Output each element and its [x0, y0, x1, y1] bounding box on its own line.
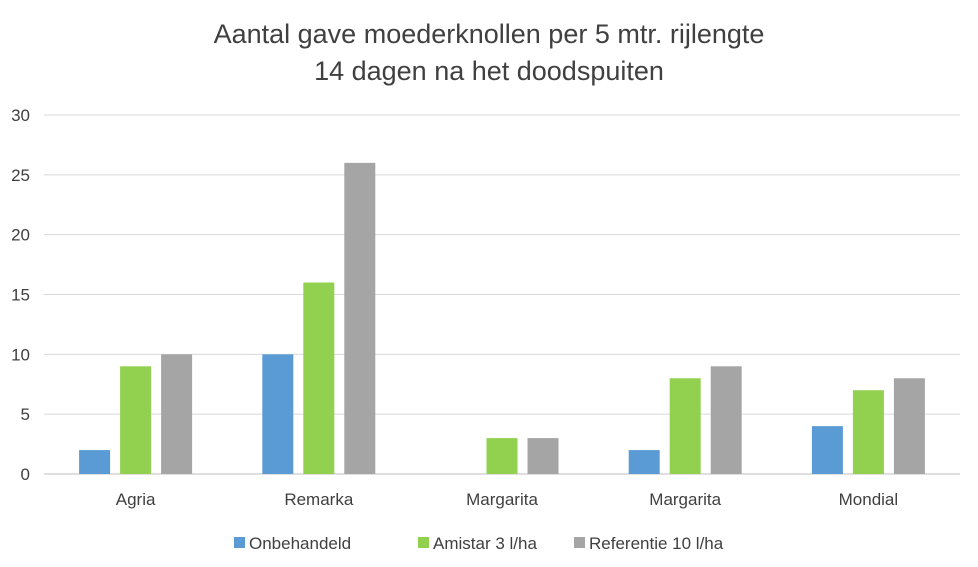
bar-onbehandeld-3 — [628, 450, 660, 474]
x-axis-category-labels: Agria Remarka Margarita Margarita Mondial — [116, 490, 898, 509]
y-tick-label: 30 — [11, 106, 30, 125]
bar-referentie-10-l-ha-4 — [893, 378, 925, 474]
chart-title-line-2: 14 dagen na het doodspuiten — [314, 56, 664, 86]
bar-amistar-3-l-ha-0 — [120, 366, 152, 474]
legend-swatch — [234, 537, 245, 548]
y-axis-tick-labels: 0 5 10 15 20 25 30 — [11, 106, 30, 484]
bar-amistar-3-l-ha-3 — [669, 378, 701, 474]
bar-referentie-10-l-ha-0 — [161, 354, 193, 474]
y-tick-label: 0 — [21, 465, 30, 484]
bar-referentie-10-l-ha-3 — [710, 366, 742, 474]
x-category-label: Agria — [116, 490, 156, 509]
bar-amistar-3-l-ha-2 — [486, 438, 518, 474]
x-category-label: Mondial — [839, 490, 899, 509]
y-tick-label: 10 — [11, 345, 30, 364]
gridlines — [44, 114, 960, 475]
bar-amistar-3-l-ha-4 — [852, 390, 884, 474]
y-tick-label: 25 — [11, 166, 30, 185]
bar-referentie-10-l-ha-1 — [344, 162, 376, 474]
legend-label: Onbehandeld — [249, 534, 351, 553]
bar-onbehandeld-4 — [811, 426, 843, 474]
legend: Onbehandeld Amistar 3 l/ha Referentie 10 l… — [234, 534, 724, 553]
legend-swatch — [574, 537, 585, 548]
bar-amistar-3-l-ha-1 — [303, 282, 335, 474]
bar-onbehandeld-0 — [79, 450, 111, 474]
y-tick-label: 5 — [21, 405, 30, 424]
bar-onbehandeld-1 — [262, 354, 294, 474]
chart-title: Aantal gave moederknollen per 5 mtr. rij… — [214, 19, 765, 86]
bars — [79, 162, 925, 474]
bar-referentie-10-l-ha-2 — [527, 438, 559, 474]
legend-label: Referentie 10 l/ha — [589, 534, 724, 553]
y-tick-label: 15 — [11, 286, 30, 305]
legend-swatch — [418, 537, 429, 548]
y-tick-label: 20 — [11, 226, 30, 245]
legend-label: Amistar 3 l/ha — [433, 534, 537, 553]
chart-title-line-1: Aantal gave moederknollen per 5 mtr. rij… — [214, 19, 765, 49]
x-category-label: Margarita — [466, 490, 538, 509]
x-category-label: Margarita — [649, 490, 721, 509]
x-category-label: Remarka — [284, 490, 354, 509]
